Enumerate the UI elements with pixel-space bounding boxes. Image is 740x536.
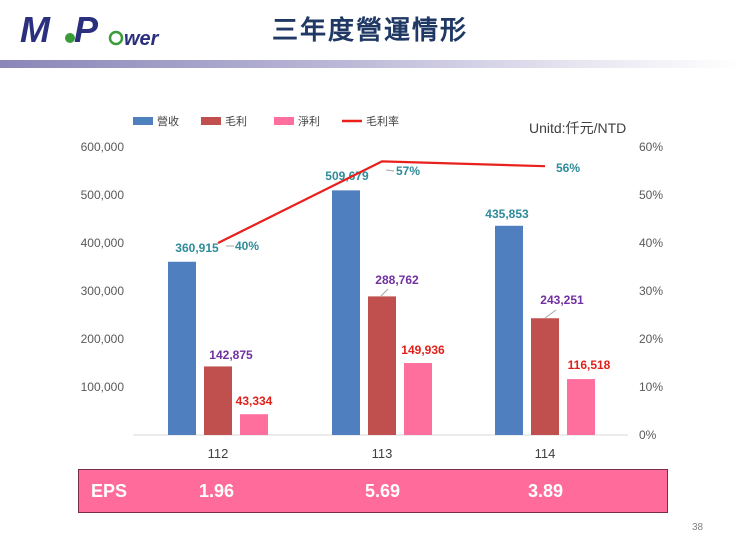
data-label-gross-profit: 243,251 bbox=[540, 293, 584, 307]
data-label-gross-margin: 56% bbox=[556, 161, 580, 175]
slide-title: 三年度營運情形 bbox=[271, 16, 468, 46]
legend-label: 毛利率 bbox=[366, 114, 399, 128]
y-left-tick-label: 300,000 bbox=[81, 284, 125, 298]
header-divider bbox=[0, 60, 740, 68]
legend-swatch-淨利 bbox=[274, 117, 294, 125]
eps-value-112: 1.96 bbox=[199, 481, 235, 501]
y-right-tick-label: 40% bbox=[639, 236, 663, 250]
mpower-logo: M P wer bbox=[20, 9, 160, 50]
x-tick-label: 114 bbox=[535, 446, 556, 461]
legend-label: 營收 bbox=[157, 114, 179, 128]
data-label-net-profit: 149,936 bbox=[401, 343, 445, 357]
bar-毛利-114 bbox=[531, 318, 559, 435]
y-right-tick-label: 30% bbox=[639, 284, 663, 298]
leader-line bbox=[385, 169, 395, 172]
eps-value-114: 3.89 bbox=[528, 481, 564, 501]
legend-label: 淨利 bbox=[298, 115, 320, 128]
y-left-tick-label: 500,000 bbox=[81, 188, 125, 202]
x-tick-label: 113 bbox=[372, 446, 393, 461]
svg-text:wer: wer bbox=[124, 28, 160, 50]
svg-text:M: M bbox=[20, 9, 51, 50]
data-label-gross-profit: 142,875 bbox=[209, 348, 253, 362]
data-label-revenue: 435,853 bbox=[485, 207, 529, 221]
leader-line bbox=[380, 288, 389, 297]
eps-label: EPS bbox=[91, 481, 128, 501]
legend-swatch-毛利 bbox=[201, 117, 221, 125]
page-number: 38 bbox=[692, 522, 704, 533]
data-label-gross-margin: 57% bbox=[396, 164, 420, 178]
y-left-tick-label: 100,000 bbox=[81, 380, 125, 394]
data-label-gross-profit: 288,762 bbox=[375, 273, 419, 287]
leader-line bbox=[544, 309, 557, 319]
bar-毛利-113 bbox=[368, 296, 396, 435]
bar-淨利-114 bbox=[567, 379, 595, 435]
data-label-revenue: 360,915 bbox=[175, 241, 219, 255]
bar-毛利-112 bbox=[204, 366, 232, 435]
bar-營收-114 bbox=[495, 225, 523, 435]
unit-note: Unitd:仟元/NTD bbox=[529, 120, 627, 136]
eps-value-113: 5.69 bbox=[365, 481, 401, 501]
legend-label: 毛利 bbox=[225, 115, 247, 128]
y-right-tick-label: 60% bbox=[639, 140, 663, 154]
bar-淨利-113 bbox=[404, 363, 432, 435]
data-label-net-profit: 116,518 bbox=[568, 358, 611, 372]
y-left-tick-label: 600,000 bbox=[81, 140, 125, 154]
bar-營收-112 bbox=[168, 261, 196, 435]
eps-bar: EPS 1.96 5.69 3.89 bbox=[78, 469, 668, 513]
y-right-tick-label: 20% bbox=[639, 332, 663, 346]
y-left-tick-label: 400,000 bbox=[81, 236, 125, 250]
y-right-tick-label: 10% bbox=[639, 380, 663, 394]
svg-text:P: P bbox=[74, 9, 99, 50]
y-right-tick-label: 0% bbox=[639, 428, 657, 442]
y-left-tick-label: 200,000 bbox=[81, 332, 125, 346]
x-tick-label: 112 bbox=[208, 446, 229, 461]
data-label-gross-margin: 40% bbox=[235, 239, 259, 253]
data-label-net-profit: 43,334 bbox=[236, 394, 273, 408]
bar-營收-113 bbox=[332, 190, 360, 435]
y-right-tick-label: 50% bbox=[639, 188, 663, 202]
line-gross-margin bbox=[217, 160, 546, 244]
bar-淨利-112 bbox=[240, 414, 268, 435]
legend-swatch-營收 bbox=[133, 117, 153, 125]
